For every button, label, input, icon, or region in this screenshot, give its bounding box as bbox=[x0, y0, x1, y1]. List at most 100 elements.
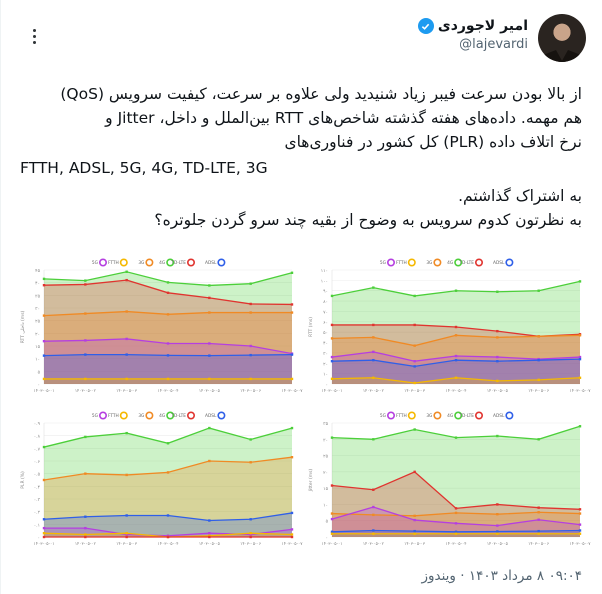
author-name-row: امیر لاجوردی bbox=[417, 18, 528, 34]
x-tick-label: ۱۴۰۳-۰۵-۰۴ bbox=[445, 541, 466, 546]
y-axis-label: Jitter (ms) bbox=[308, 469, 314, 493]
x-tick-label: ۱۴۰۳-۰۵-۰۱ bbox=[33, 388, 54, 393]
legend-swatch-icon[interactable] bbox=[407, 258, 416, 267]
legend-label: TD-LTE bbox=[458, 260, 474, 266]
legend-swatch-icon[interactable] bbox=[166, 411, 175, 420]
x-tick-label: ۱۴۰۳-۰۵-۰۱ bbox=[33, 541, 54, 546]
chart-rtt-domestic[interactable]: ۰ ۵ ۱۰ ۱۵ ۲۰ ۲۵ ۳۰ ۳۵ ۴۰ ۴۵ RTT داخلی (ms) ۱۴۰۳-۰۵-… bbox=[16, 254, 304, 407]
legend-label: TD-LTE bbox=[170, 260, 186, 266]
x-tick-label: ۱۴۰۳-۰۵-۰۷ bbox=[569, 541, 591, 546]
legend-label: ADSL bbox=[493, 260, 505, 266]
media-grid: ۰ ۵ ۱۰ ۱۵ ۲۰ ۲۵ ۳۰ ۳۵ ۴۰ ۴۵ RTT داخلی (ms) ۱۴۰۳-۰۵-… bbox=[16, 254, 592, 560]
legend-swatch-icon[interactable] bbox=[454, 411, 463, 420]
author-block: امیر لاجوردی @lajevardi bbox=[417, 18, 528, 52]
legend-label: FTTH bbox=[396, 260, 407, 266]
y-tick-label: ۱۱۰ bbox=[321, 269, 328, 274]
x-tick-label: ۱۴۰۳-۰۵-۰۴ bbox=[445, 388, 466, 393]
legend-swatch-icon[interactable] bbox=[99, 258, 108, 267]
x-tick-label: ۱۴۰۳-۰۵-۰۷ bbox=[281, 541, 303, 546]
legend-swatch-icon[interactable] bbox=[387, 258, 396, 267]
legend-label: 4G bbox=[159, 260, 165, 266]
y-tick-label: ۱۰۰ bbox=[321, 279, 328, 284]
y-tick-label: ۰.۵ bbox=[34, 473, 41, 478]
chart-jitter[interactable]: ۰ ۵ ۱۰ ۱۵ ۲۰ ۲۵ ۳۰ ۳۵ Jitter (ms) ۱۴۰۳-۰۵-۰۱ ۱۴۰۳-… bbox=[304, 407, 592, 560]
legend-swatch-icon[interactable] bbox=[407, 411, 416, 420]
chart-rtt-international[interactable]: ۰ ۱۰ ۲۰ ۳۰ ۴۰ ۵۰ ۶۰ ۷۰ ۸۰ ۹۰ ۱۰۰ ۱۱۰ RTT (ms) ۱۴۰۳-۰۵… bbox=[304, 254, 592, 407]
legend-label: FTTH bbox=[108, 413, 119, 419]
legend-swatch-icon[interactable] bbox=[475, 258, 484, 267]
legend-label: 5G bbox=[380, 260, 386, 266]
legend-swatch-icon[interactable] bbox=[145, 411, 154, 420]
series-area-5g bbox=[332, 507, 580, 537]
legend-swatch-icon[interactable] bbox=[505, 411, 514, 420]
legend-swatch-icon[interactable] bbox=[387, 411, 396, 420]
legend-swatch-icon[interactable] bbox=[505, 258, 514, 267]
y-tick-label: ۰.۹ bbox=[34, 422, 41, 427]
legend-label: 4G bbox=[447, 413, 453, 419]
legend-swatch-icon[interactable] bbox=[217, 411, 226, 420]
y-tick-label: ۰.۳ bbox=[34, 497, 41, 503]
legend-swatch-icon[interactable] bbox=[119, 258, 128, 267]
x-tick-label: ۱۴۰۳-۰۵-۰۵ bbox=[199, 388, 221, 393]
y-tick-label: ۱۵ bbox=[35, 345, 40, 350]
legend-swatch-icon[interactable] bbox=[433, 258, 442, 267]
author-display-name[interactable]: امیر لاجوردی bbox=[437, 18, 528, 34]
y-tick-label: ۱۰ bbox=[35, 358, 40, 363]
y-tick-label: ۴۰ bbox=[323, 342, 328, 347]
tweet-text: از بالا بودن سرعت فیبر زیاد شنیدید ولی ع… bbox=[20, 82, 582, 232]
y-tick-label: ۸۰ bbox=[323, 300, 328, 305]
series-area-ftth bbox=[44, 378, 292, 384]
series-area-adsl bbox=[44, 354, 292, 384]
x-tick-label: ۱۴۰۳-۰۵-۰۳ bbox=[116, 541, 138, 546]
legend-swatch-icon[interactable] bbox=[454, 258, 463, 267]
tweet-timestamp[interactable]: ۰۹:۰۴ ۸ مرداد ۱۴۰۳ · ویندوز bbox=[421, 568, 582, 584]
series-area-td-lte bbox=[332, 471, 580, 537]
legend-swatch-icon[interactable] bbox=[166, 258, 175, 267]
legend-label: ADSL bbox=[205, 413, 217, 419]
tweet-line-technologies: FTTH, ADSL, 5G, 4G, TD-LTE, 3G bbox=[20, 159, 268, 177]
legend-label: FTTH bbox=[108, 260, 119, 266]
y-tick-label: ۰.۷ bbox=[34, 447, 41, 452]
y-tick-label: ۱۰ bbox=[323, 373, 328, 378]
x-tick-label: ۱۴۰۳-۰۵-۰۱ bbox=[321, 388, 342, 393]
x-tick-label: ۱۴۰۳-۰۵-۰۲ bbox=[363, 541, 385, 546]
y-tick-label: ۹۰ bbox=[323, 290, 328, 295]
legend-label: 4G bbox=[447, 260, 453, 266]
x-tick-label: ۱۴۰۳-۰۵-۰۱ bbox=[321, 541, 342, 546]
legend-swatch-icon[interactable] bbox=[99, 411, 108, 420]
x-tick-label: ۱۴۰۳-۰۵-۰۵ bbox=[487, 541, 509, 546]
author-handle[interactable]: @lajevardi bbox=[459, 37, 528, 52]
y-tick-label: ۰.۲ bbox=[34, 511, 41, 516]
y-tick-label: ۰ bbox=[38, 383, 40, 388]
legend-swatch-icon[interactable] bbox=[187, 258, 196, 267]
series-area-4g bbox=[44, 428, 292, 537]
legend-swatch-icon[interactable] bbox=[475, 411, 484, 420]
series-area-5g bbox=[44, 338, 292, 384]
x-tick-label: ۱۴۰۳-۰۵-۰۶ bbox=[240, 541, 261, 546]
avatar[interactable] bbox=[538, 14, 586, 62]
y-tick-label: ۰ bbox=[326, 536, 328, 541]
x-tick-label: ۱۴۰۳-۰۵-۰۷ bbox=[569, 388, 591, 393]
x-tick-label: ۱۴۰۳-۰۵-۰۶ bbox=[240, 388, 261, 393]
x-tick-label: ۱۴۰۳-۰۵-۰۲ bbox=[75, 541, 97, 546]
y-tick-label: ۲۰ bbox=[35, 332, 40, 337]
x-tick-label: ۱۴۰۳-۰۵-۰۵ bbox=[199, 541, 221, 546]
legend-label: 5G bbox=[92, 260, 98, 266]
tweet-line: به اشتراک گذاشتم. bbox=[458, 187, 582, 205]
y-tick-label: ۰.۴ bbox=[34, 485, 41, 490]
legend-swatch-icon[interactable] bbox=[433, 411, 442, 420]
series-area-td-lte bbox=[332, 324, 580, 384]
more-options-icon[interactable] bbox=[24, 26, 44, 46]
chart-plr[interactable]: ۰ ۰.۱ ۰.۲ ۰.۳ ۰.۴ ۰.۵ ۰.۶ ۰.۷ ۰.۸ ۰.۹ PLR (%) ۱۴۰۳-… bbox=[16, 407, 304, 560]
y-tick-label: ۳۵ bbox=[323, 421, 328, 427]
legend-swatch-icon[interactable] bbox=[145, 258, 154, 267]
series-area-ftth bbox=[332, 533, 580, 537]
legend-label: ADSL bbox=[493, 413, 505, 419]
tweet-line: نرخ اتلاف داده (PLR) کل کشور در فناوری‌ه… bbox=[284, 133, 582, 151]
y-tick-label: ۳۰ bbox=[35, 306, 40, 312]
legend-swatch-icon[interactable] bbox=[217, 258, 226, 267]
x-tick-label: ۱۴۰۳-۰۵-۰۲ bbox=[75, 388, 97, 393]
y-axis-label: RTT داخلی (ms) bbox=[20, 310, 26, 343]
legend-swatch-icon[interactable] bbox=[119, 411, 128, 420]
legend-swatch-icon[interactable] bbox=[187, 411, 196, 420]
